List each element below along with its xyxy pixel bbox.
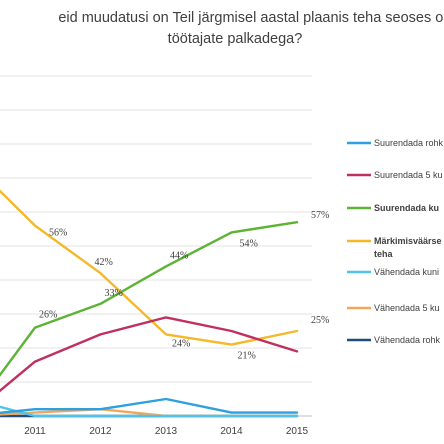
x-tick-label: 2015 [286,426,309,437]
chart-title: eid muudatusi on Teil järgmisel aastal p… [58,10,444,47]
data-labels: 26% 33% 44% 54% 57% 56% 42% 24% 21% 25% [39,210,329,361]
x-axis: 2011 2012 2013 2014 2015 [24,426,308,437]
legend-label: Vähendada kuni [374,267,439,277]
chart-title-line-1: eid muudatusi on Teil järgmisel aastal p… [58,10,444,26]
legend: Suurendada rohk Suurendada 5 ku Suurendada… [347,138,444,345]
data-label: 42% [95,257,113,268]
data-label: 44% [170,250,188,261]
series-line [0,397,299,415]
series-lines [0,189,299,418]
series-line [0,189,299,346]
data-label: 25% [311,315,329,326]
chart-title-line-2: töötajate palkadega? [168,31,303,47]
data-label: 57% [311,210,329,221]
x-tick-label: 2012 [89,426,112,437]
gridlines [0,75,312,417]
legend-label: Vähendada rohk [374,335,441,345]
data-label: 26% [39,310,57,321]
legend-label: Vähendada 5 ku [374,303,440,313]
legend-label: Suurendada rohk [374,138,444,148]
x-tick-label: 2011 [24,426,46,437]
data-label: 24% [172,338,190,349]
legend-label: Suurendada 5 ku [374,170,443,180]
x-tick-label: 2014 [220,426,243,437]
x-tick-label: 2013 [155,426,178,437]
legend-label: Märkimisväärse [374,236,442,246]
data-label: 54% [240,238,258,249]
data-label: 21% [238,351,256,362]
series-line [0,220,299,377]
data-label: 33% [105,288,123,299]
legend-label: Suurendada ku [374,203,439,213]
data-label: 56% [49,228,67,239]
legend-label: teha [374,249,394,259]
series-line [0,405,299,418]
series-line [0,316,299,393]
